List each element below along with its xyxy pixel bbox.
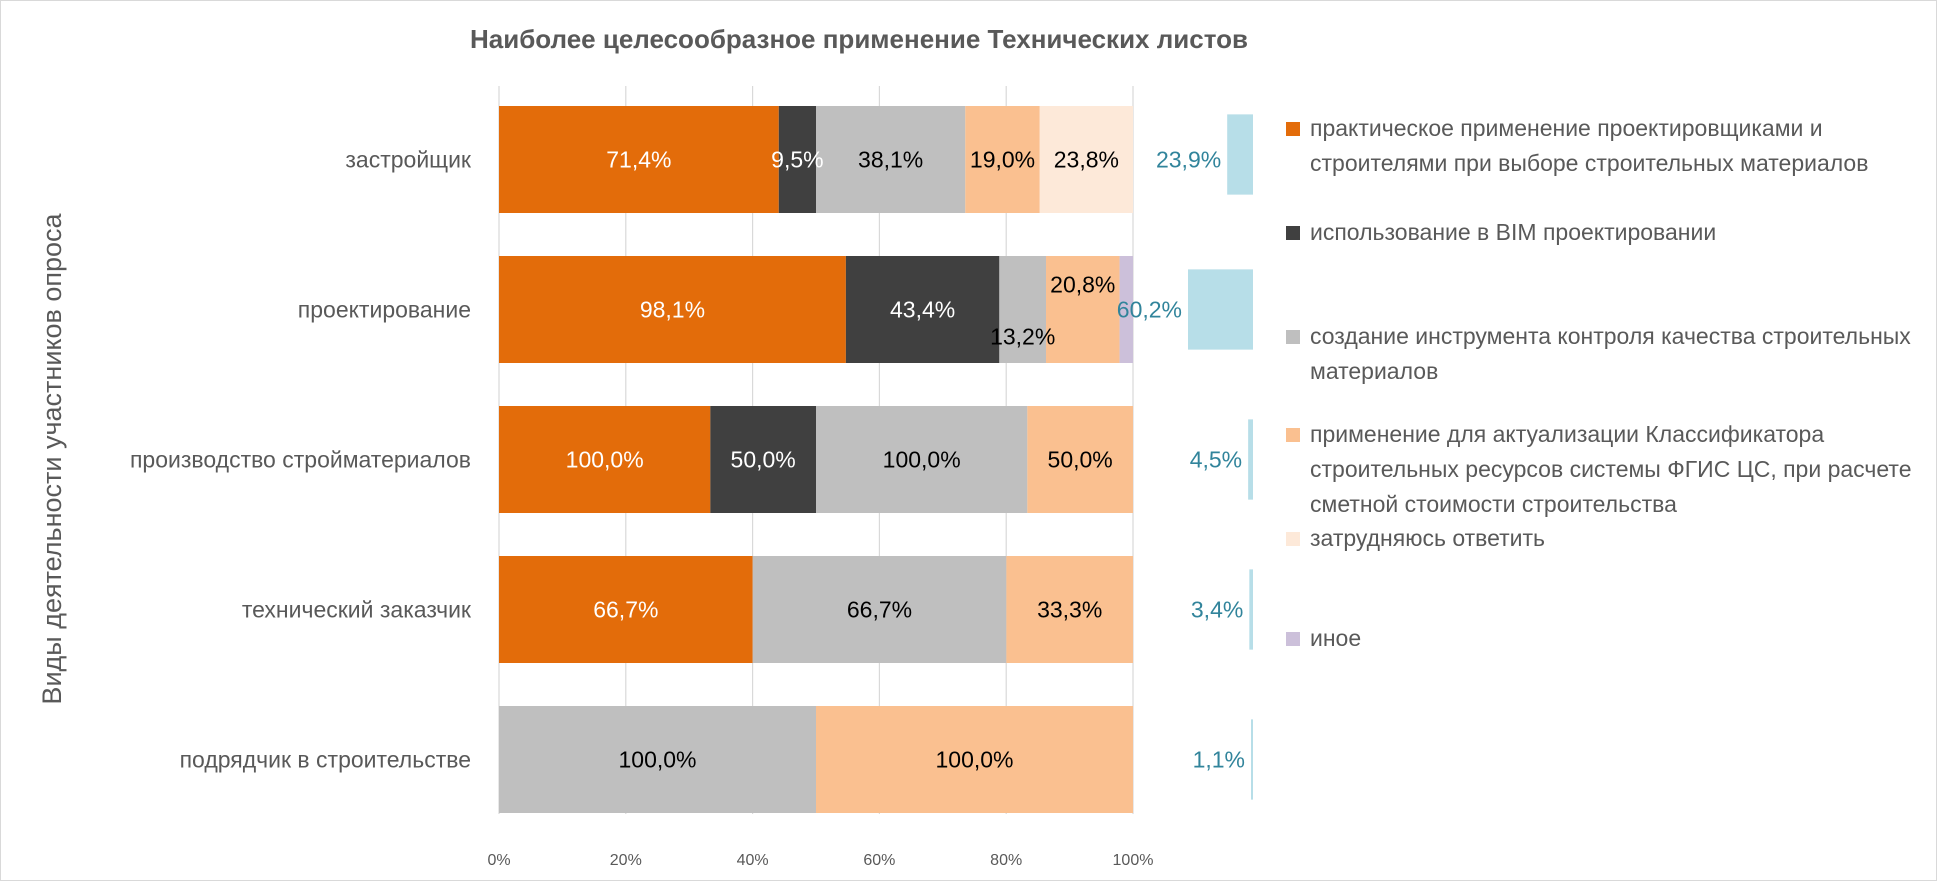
- legend-label: затрудняюсь ответить: [1310, 525, 1546, 551]
- share-bar: [1249, 569, 1253, 650]
- bar-segment: [999, 256, 1047, 363]
- share-label: 23,9%: [1156, 147, 1221, 173]
- data-label: 98,1%: [640, 297, 705, 323]
- category-label: технический заказчик: [242, 597, 472, 623]
- x-axis-ticks: 0% 20% 40% 60% 80% 100%: [487, 852, 1153, 869]
- x-tick-label: 80%: [990, 852, 1022, 869]
- data-label: 66,7%: [847, 597, 912, 623]
- chart-title: Наиболее целесообразное применение Техни…: [470, 24, 1248, 54]
- data-label: 100,0%: [935, 747, 1013, 773]
- bar-segment: [752, 556, 1007, 663]
- category-label: подрядчик в строительстве: [180, 747, 471, 773]
- category-label: проектирование: [298, 297, 471, 323]
- bar-segment: [1046, 256, 1120, 363]
- data-labels: 71,4% 9,5% 38,1% 19,0% 23,8% 98,1% 43,4% 13,2% 2…: [566, 147, 1119, 773]
- bar-segment: [1119, 256, 1133, 363]
- bar-segment: [816, 106, 966, 213]
- data-label: 20,8%: [1050, 272, 1115, 298]
- data-label: 19,0%: [970, 147, 1035, 173]
- share-bar: [1227, 114, 1253, 195]
- data-label: 43,4%: [890, 297, 955, 323]
- bar-segment: [499, 406, 711, 513]
- legend-swatch: [1286, 226, 1300, 240]
- x-tick-label: 40%: [737, 852, 769, 869]
- legend-swatch: [1286, 532, 1300, 546]
- legend-swatch: [1286, 632, 1300, 646]
- bar-segment: [816, 406, 1028, 513]
- share-bar: [1248, 419, 1253, 500]
- legend-swatch: [1286, 428, 1300, 442]
- bar-segment: [816, 706, 1133, 813]
- data-label: 50,0%: [731, 447, 796, 473]
- data-label: 66,7%: [593, 597, 658, 623]
- category-label: производство стройматериалов: [130, 447, 471, 473]
- data-label: 100,0%: [883, 447, 961, 473]
- data-label: 71,4%: [606, 147, 671, 173]
- legend-label: применение для актуализации Классификато…: [1310, 421, 1912, 517]
- data-label: 50,0%: [1048, 447, 1113, 473]
- share-label: 4,5%: [1190, 447, 1242, 473]
- x-tick-label: 60%: [863, 852, 895, 869]
- bar-segment: [499, 256, 846, 363]
- data-label: 33,3%: [1037, 597, 1102, 623]
- share-bar: [1251, 719, 1253, 800]
- x-tick-label: 20%: [610, 852, 642, 869]
- category-label: застройщик: [345, 147, 472, 173]
- bar-segment: [499, 706, 816, 813]
- category-labels: застройщик проектирование производство стр…: [130, 147, 472, 773]
- legend-label: практическое применение проектировщиками…: [1310, 115, 1869, 176]
- legend-label: иное: [1310, 625, 1362, 651]
- share-label: 1,1%: [1193, 747, 1245, 773]
- data-label: 100,0%: [618, 747, 696, 773]
- bar-segment: [1039, 106, 1133, 213]
- bar-segment: [1027, 406, 1133, 513]
- data-label: 38,1%: [858, 147, 923, 173]
- data-label: 13,2%: [990, 324, 1055, 350]
- x-tick-label: 100%: [1113, 852, 1154, 869]
- bar-segment: [499, 106, 779, 213]
- bars: [499, 106, 1133, 813]
- bar-segment: [710, 406, 816, 513]
- y-axis-title: Виды деятельности участников опроса: [37, 212, 67, 704]
- share-bar: [1188, 269, 1253, 350]
- x-tick-label: 0%: [487, 852, 510, 869]
- bar-segment: [778, 106, 816, 213]
- data-label: 9,5%: [771, 147, 823, 173]
- share-label: 60,2%: [1117, 297, 1182, 323]
- bar-segment: [965, 106, 1040, 213]
- legend-swatch: [1286, 122, 1300, 136]
- legend-label: создание инструмента контроля качества с…: [1310, 323, 1911, 384]
- share-label: 3,4%: [1191, 597, 1243, 623]
- bar-segment: [845, 256, 1000, 363]
- legend-swatch: [1286, 330, 1300, 344]
- bar-segment: [499, 556, 753, 663]
- data-label: 23,8%: [1054, 147, 1119, 173]
- data-label: 100,0%: [566, 447, 644, 473]
- share-bars: 23,9% 60,2% 4,5% 3,4% 1,1%: [1117, 114, 1253, 800]
- legend-label: использование в BIM проектировании: [1310, 219, 1717, 245]
- bar-segment: [1006, 556, 1133, 663]
